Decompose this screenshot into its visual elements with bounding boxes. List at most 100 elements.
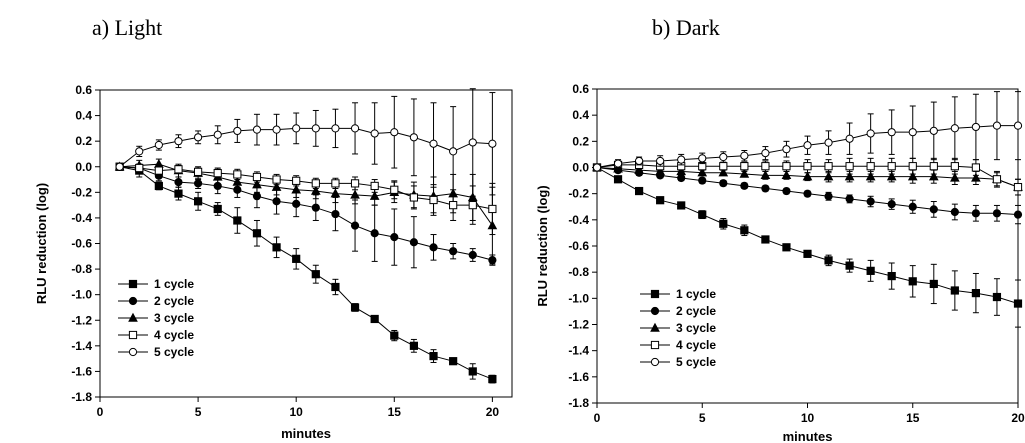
data-point [350, 221, 360, 230]
legend-item: 5 cycle [640, 355, 716, 369]
data-point [193, 167, 203, 176]
data-point [950, 162, 959, 171]
data-point [135, 147, 144, 156]
data-point [488, 139, 497, 148]
legend-item: 2 cycle [640, 304, 716, 318]
legend-label: 1 cycle [676, 287, 716, 301]
y-tick-label: -1.8 [71, 390, 92, 404]
series-2 [115, 162, 497, 269]
data-point [390, 331, 399, 340]
data-point [887, 128, 896, 137]
data-point [311, 179, 320, 188]
data-point [613, 175, 623, 184]
data-point [803, 141, 812, 150]
data-point [409, 341, 419, 350]
legend-label: 4 cycle [154, 328, 194, 342]
series-5 [115, 88, 497, 197]
data-point [698, 154, 707, 163]
y-tick-label: 0.2 [572, 134, 589, 148]
data-point [252, 172, 262, 182]
data-point [213, 169, 222, 178]
y-tick-label: -0.6 [568, 239, 589, 253]
data-point [845, 134, 854, 143]
data-point [370, 181, 379, 191]
data-point [154, 181, 163, 191]
data-point [802, 171, 813, 181]
data-point [1013, 210, 1023, 219]
data-point [213, 130, 222, 139]
data-point [468, 201, 477, 210]
data-point [634, 164, 644, 174]
data-point [782, 162, 791, 171]
legend-marker [650, 340, 660, 350]
data-point [908, 128, 917, 137]
data-point [782, 243, 791, 252]
data-point [719, 179, 728, 188]
legend-item: 2 cycle [118, 294, 194, 308]
data-point [635, 156, 644, 166]
data-point [409, 238, 419, 247]
data-point [992, 292, 1002, 302]
data-point [233, 126, 242, 136]
y-axis-ticks: 0.6 0.4 0.2 0.0 -0.2 -0.4 -0.6 -0.8 -1.0 -1.2 -1.4… [568, 82, 597, 410]
data-point [331, 179, 340, 188]
y-tick-label: 0.4 [572, 108, 589, 122]
y-tick-label: 0.0 [75, 160, 92, 174]
y-tick-label: -0.4 [568, 213, 589, 227]
data-point [740, 162, 749, 171]
legend-label: 3 cycle [154, 311, 194, 325]
y-tick-label: -1.2 [568, 318, 589, 332]
data-point [291, 184, 302, 194]
data-point [887, 271, 896, 281]
legend-label: 2 cycle [154, 294, 194, 308]
data-point [409, 133, 419, 142]
data-point [468, 138, 477, 147]
data-point [233, 216, 242, 225]
legend-marker [128, 330, 138, 340]
legend-item: 4 cycle [640, 338, 716, 352]
data-point [992, 121, 1002, 130]
data-point [761, 235, 770, 244]
legend-marker [650, 322, 660, 332]
x-tick-label: 20 [486, 405, 500, 419]
x-tick-label: 5 [699, 411, 706, 425]
y-tick-label: 0.6 [75, 83, 92, 97]
data-point [449, 201, 458, 210]
data-point [823, 171, 834, 181]
data-point [740, 181, 749, 190]
data-point [908, 277, 917, 286]
data-point [390, 233, 399, 242]
data-point [971, 289, 980, 298]
x-tick-label: 15 [388, 405, 402, 419]
x-tick-label: 10 [290, 405, 304, 419]
series-1 [592, 163, 1023, 328]
data-point [370, 314, 379, 324]
data-point [174, 178, 183, 187]
y-tick-label: -0.8 [568, 265, 589, 279]
series-group [114, 88, 498, 384]
x-axis-ticks: 0 5 10 15 20 [594, 403, 1025, 425]
y-tick-label: -1.6 [71, 364, 92, 378]
data-point [950, 172, 960, 182]
data-point [193, 179, 203, 188]
y-axis-label: RLU reduction (log) [34, 183, 49, 304]
data-point [886, 171, 897, 181]
data-point [1013, 121, 1023, 130]
legend-marker [128, 347, 138, 357]
legend-marker [650, 357, 660, 367]
x-tick-label: 15 [906, 411, 920, 425]
y-tick-label: 0.4 [75, 109, 92, 123]
y-axis-label: RLU reduction (log) [535, 185, 550, 306]
x-axis-label: minutes [281, 426, 331, 441]
data-point [174, 165, 183, 174]
data-point [677, 155, 686, 164]
x-tick-label: 0 [594, 411, 601, 425]
y-tick-label: -0.8 [71, 262, 92, 276]
data-point [803, 189, 812, 198]
data-point [135, 163, 144, 173]
data-point [468, 367, 477, 376]
data-point [613, 159, 623, 168]
data-point [761, 149, 770, 158]
series-group [592, 91, 1023, 328]
data-point [429, 243, 438, 252]
